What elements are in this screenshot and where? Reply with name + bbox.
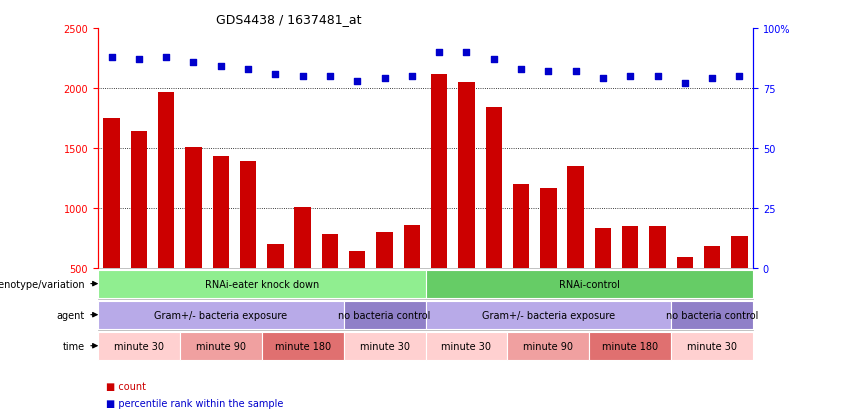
Point	[351, 78, 364, 85]
Text: agent: agent	[56, 310, 85, 320]
Bar	[267, 244, 283, 268]
Text: GDS4438 / 1637481_at: GDS4438 / 1637481_at	[216, 13, 362, 26]
Text: minute 180: minute 180	[275, 341, 331, 351]
Point	[214, 64, 227, 71]
Bar	[349, 252, 365, 268]
Point	[541, 69, 555, 75]
Point	[186, 59, 200, 66]
Bar	[262, 332, 344, 360]
Point	[323, 74, 337, 80]
Bar	[186, 147, 202, 268]
Point	[624, 74, 637, 80]
Point	[241, 66, 254, 73]
Text: minute 30: minute 30	[687, 341, 737, 351]
Point	[514, 66, 528, 73]
Point	[105, 55, 118, 61]
Bar	[671, 332, 753, 360]
Text: minute 30: minute 30	[442, 341, 492, 351]
Text: ■ count: ■ count	[106, 381, 146, 391]
Bar	[376, 233, 392, 268]
Bar	[649, 226, 665, 268]
Point	[651, 74, 665, 80]
Text: no bacteria control: no bacteria control	[339, 310, 431, 320]
Bar	[507, 332, 589, 360]
Point	[597, 76, 610, 83]
Bar	[131, 132, 147, 268]
Bar	[98, 332, 180, 360]
Text: minute 30: minute 30	[359, 341, 409, 351]
Point	[132, 57, 146, 63]
Bar	[671, 301, 753, 329]
Bar	[731, 236, 748, 268]
Point	[460, 50, 473, 56]
Bar	[458, 83, 475, 268]
Point	[568, 69, 582, 75]
Bar	[158, 93, 174, 268]
Text: minute 180: minute 180	[603, 341, 659, 351]
Bar	[403, 225, 420, 268]
Point	[487, 57, 500, 63]
Bar	[180, 332, 262, 360]
Text: Gram+/- bacteria exposure: Gram+/- bacteria exposure	[482, 310, 615, 320]
Point	[733, 74, 746, 80]
Point	[269, 71, 283, 78]
Point	[705, 76, 719, 83]
Bar	[344, 301, 426, 329]
Bar	[568, 166, 584, 268]
Text: minute 90: minute 90	[196, 341, 246, 351]
Point	[296, 74, 310, 80]
Text: RNAi-control: RNAi-control	[559, 279, 620, 289]
Text: genotype/variation: genotype/variation	[0, 279, 85, 289]
Text: Gram+/- bacteria exposure: Gram+/- bacteria exposure	[154, 310, 288, 320]
Bar	[240, 162, 256, 268]
Point	[678, 81, 692, 87]
Bar	[677, 258, 693, 268]
Bar	[589, 332, 671, 360]
Bar	[426, 332, 507, 360]
Bar	[513, 185, 529, 268]
Bar	[98, 301, 344, 329]
Point	[432, 50, 446, 56]
Bar	[344, 332, 426, 360]
Bar	[431, 74, 448, 268]
Bar	[486, 108, 502, 268]
Bar	[294, 207, 311, 268]
Text: minute 90: minute 90	[523, 341, 574, 351]
Bar	[103, 119, 120, 268]
Text: no bacteria control: no bacteria control	[666, 310, 758, 320]
Bar	[704, 247, 720, 268]
Bar	[426, 270, 753, 298]
Point	[405, 74, 419, 80]
Text: RNAi-eater knock down: RNAi-eater knock down	[204, 279, 319, 289]
Point	[159, 55, 173, 61]
Point	[378, 76, 391, 83]
Bar	[98, 270, 426, 298]
Bar	[426, 301, 671, 329]
Bar	[540, 188, 557, 268]
Bar	[322, 235, 338, 268]
Text: ■ percentile rank within the sample: ■ percentile rank within the sample	[106, 398, 283, 408]
Bar	[213, 157, 229, 268]
Text: minute 30: minute 30	[114, 341, 164, 351]
Bar	[595, 229, 611, 268]
Text: time: time	[63, 341, 85, 351]
Bar	[622, 226, 638, 268]
